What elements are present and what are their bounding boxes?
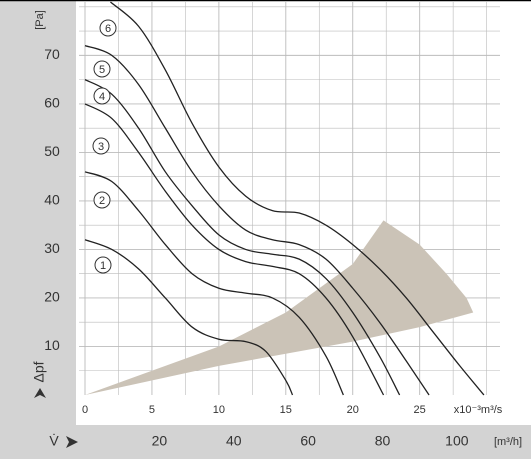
bottom-strip: [0, 425, 531, 459]
x-tick-label: 5: [149, 404, 155, 416]
x2-arrow: [66, 436, 78, 448]
x2-tick-label: 100: [445, 433, 469, 449]
x2-label: V̇: [49, 433, 59, 449]
x2-tick-label: 80: [375, 433, 391, 449]
curve-label-circle: [93, 191, 111, 209]
y-tick-label: 30: [44, 240, 60, 256]
curve-label: 2: [99, 195, 105, 207]
x-tick-label: 25: [414, 404, 426, 416]
fan-curve: [84, 79, 401, 396]
curve-label-circle: [99, 19, 117, 37]
curve-label-circle: [93, 60, 111, 78]
curve-label: 5: [99, 64, 105, 76]
fan-curve: [84, 45, 430, 396]
x2-unit: [m³/h]: [494, 436, 522, 448]
x-unit: x10⁻³m³/s: [454, 404, 503, 416]
operating-region: [85, 220, 474, 395]
x-tick-label: 0: [82, 404, 88, 416]
x2-tick-label: 20: [152, 433, 168, 449]
curve-label: 3: [98, 141, 104, 153]
y-tick-label: 60: [44, 95, 60, 111]
y-arrow: [34, 388, 46, 398]
curve-label-circle: [93, 87, 111, 105]
y-label: Δpf: [31, 361, 47, 382]
curve-label-circle: [94, 256, 112, 274]
curve-label: 4: [99, 91, 105, 103]
curve-label: 6: [105, 23, 111, 35]
y-tick-label: 50: [44, 143, 60, 159]
x2-tick-label: 40: [226, 433, 242, 449]
x2-tick-label: 60: [300, 433, 316, 449]
x-tick-label: 10: [213, 404, 225, 416]
left-strip: [0, 0, 76, 459]
fan-curve: [110, 1, 485, 396]
y-tick-label: 20: [44, 289, 60, 305]
curve-label: 1: [100, 260, 106, 272]
x-tick-label: 20: [347, 404, 359, 416]
y-tick-label: 70: [44, 46, 60, 62]
fan-curve: [84, 239, 294, 396]
y-unit: [Pa]: [34, 10, 46, 30]
curve-label-circle: [92, 137, 110, 155]
fan-curve: [84, 171, 344, 396]
x-tick-label: 15: [280, 404, 292, 416]
y-tick-label: 40: [44, 192, 60, 208]
fan-curve: [84, 103, 385, 396]
y-tick-label: 10: [44, 337, 60, 353]
